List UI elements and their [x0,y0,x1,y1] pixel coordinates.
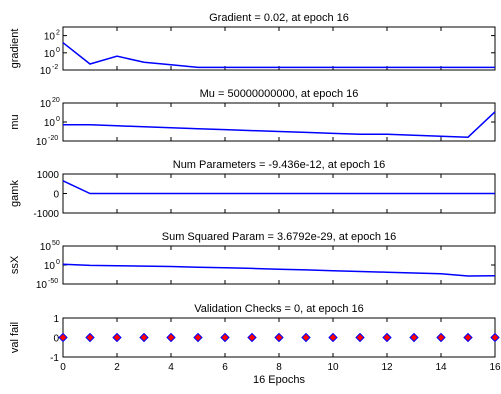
data-point-marker [409,332,419,343]
panel-title: Validation Checks = 0, at epoch 16 [194,303,364,315]
y-tick-exponent: 0 [56,259,60,266]
data-point-marker [382,332,392,343]
series-line [62,263,496,277]
y-tick-label: -1000 [33,209,59,220]
data-point-marker [328,332,338,343]
y-axis-label: mu [9,114,21,129]
x-tick-label: 8 [276,362,282,373]
data-point-marker [490,332,500,343]
data-point-marker [58,332,68,343]
y-axis-label: gamk [9,180,21,207]
series-line [63,111,496,138]
panel-ssx: Sum Squared Param = 3.6792e-29, at epoch… [9,231,496,291]
y-axis-label: ssX [9,255,21,274]
data-point-marker [220,332,230,343]
data-point-marker [112,332,122,343]
y-tick-exponent: 50 [52,240,60,247]
y-tick-label: 0 [53,334,59,345]
data-point-marker [166,332,176,343]
x-axis-label: 16 Epochs [253,374,305,386]
y-tick-exponent: 0 [56,116,60,123]
y-tick-label: 10 [40,66,52,77]
y-tick-exponent: -20 [48,135,58,142]
x-tick-label: 6 [222,362,228,373]
y-tick-label: 10 [44,261,56,272]
panel-title: Num Parameters = -9.436e-12, at epoch 16 [173,159,385,171]
y-tick-label: -1 [50,353,59,364]
panel-title: Gradient = 0.02, at epoch 16 [209,12,349,24]
y-tick-label: 1 [53,314,59,325]
data-point-marker [247,332,257,343]
series-line [62,42,495,69]
x-tick-label: 4 [168,362,174,373]
y-tick-label: 10 [36,137,48,148]
y-axis-label: gradient [9,29,21,69]
data-point-marker [301,332,311,343]
data-point-marker [436,332,446,343]
x-tick-label: 0 [60,362,66,373]
panel-valfail: Validation Checks = 0, at epoch 16 val fa… [9,303,501,386]
data-point-marker [463,332,473,343]
y-tick-label: 10 [44,118,56,129]
y-tick-exponent: -2 [52,64,58,71]
x-tick-label: 10 [327,362,339,373]
axes-frame [62,26,496,71]
x-tick-label: 16 [489,362,501,373]
y-tick-label: 1000 [37,170,60,181]
x-tick-label: 12 [381,362,393,373]
y-tick-exponent: 20 [52,97,60,104]
data-point-marker [355,332,365,343]
x-tick-label: 2 [114,362,120,373]
y-tick-label: 0 [53,190,59,201]
x-tick-label: 14 [435,362,447,373]
y-tick-label: 10 [36,280,48,291]
y-axis-label: val fail [9,322,21,353]
panel-title: Sum Squared Param = 3.6792e-29, at epoch… [162,231,397,243]
axes-frame [62,245,496,285]
y-tick-label: 10 [40,99,52,110]
panel-title: Mu = 50000000000, at epoch 16 [200,88,359,100]
panel-gamk: Num Parameters = -9.436e-12, at epoch 16… [9,159,496,220]
y-tick-exponent: -50 [48,278,58,285]
y-tick-exponent: 0 [56,47,60,54]
data-point-marker [85,332,95,343]
y-tick-label: 10 [40,242,52,253]
y-tick-exponent: 2 [56,30,60,37]
data-point-marker [193,332,203,343]
series-line [62,180,495,195]
y-tick-label: 10 [44,49,56,60]
data-point-marker [274,332,284,343]
y-tick-label: 10 [44,32,56,43]
data-point-marker [139,332,149,343]
